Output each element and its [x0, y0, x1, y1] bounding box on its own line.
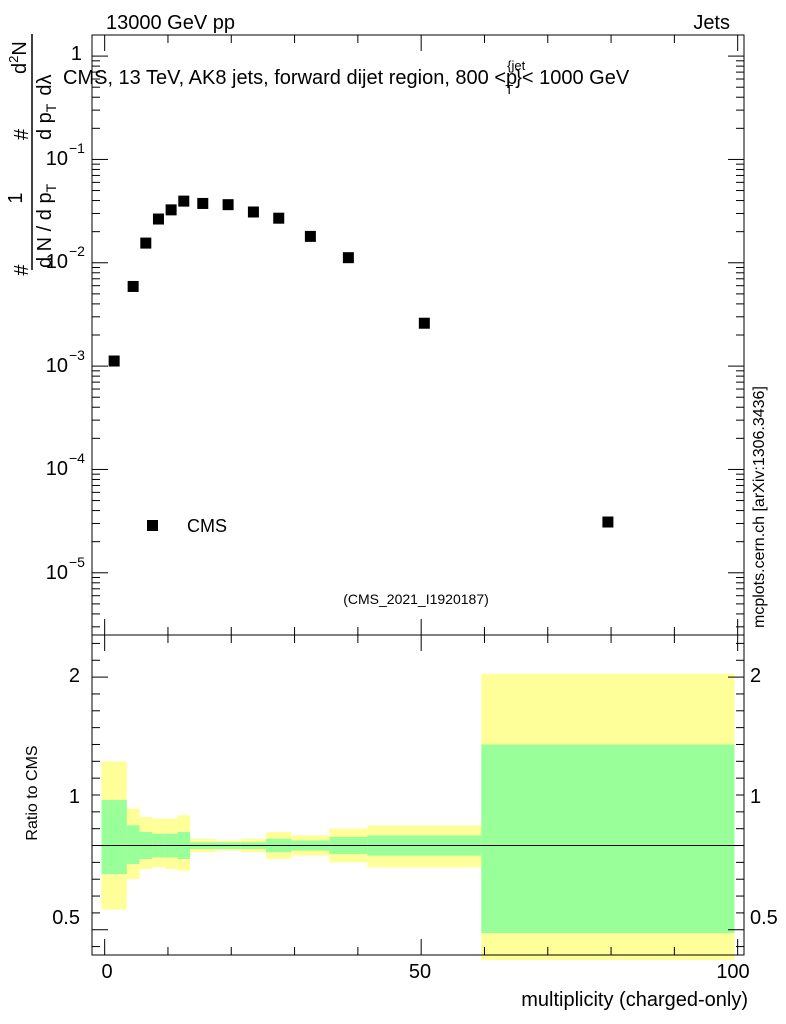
x-tick-label-50: 50 — [409, 961, 431, 983]
main-x-ticks — [104, 35, 739, 635]
analysis-watermark: (CMS_2021_I1920187) — [343, 591, 489, 607]
ratio-x-ticks — [104, 635, 739, 955]
x-tick-label-0: 0 — [101, 961, 112, 983]
ratio-band-green-1 — [126, 825, 140, 865]
header-left-label: 13000 GeV pp — [106, 12, 235, 34]
y-tick-label-1e-4: 10 — [46, 458, 68, 480]
y-tick-exp-1e-2: −2 — [69, 243, 85, 259]
main-title: CMS, 13 TeV, AK8 jets, forward dijet reg… — [63, 58, 630, 97]
ratio-y-axis-label: Ratio to CMS — [24, 745, 41, 840]
ylabel-denominator: d N / d pT — [34, 183, 59, 268]
ratio-y-ticks — [92, 642, 744, 948]
ratio-tick-label-2: 2 — [69, 665, 80, 687]
y-tick-label-1e-5: 10 — [46, 562, 68, 584]
y-tick-exp-1e-5: −5 — [69, 554, 85, 570]
ylabel-numerator: d2N — [6, 41, 31, 74]
main-y-ticks — [92, 55, 744, 628]
main-plot-frame — [91, 34, 745, 636]
data-point-13 — [602, 516, 614, 528]
ratio-tick-label-0-5: 0.5 — [52, 907, 80, 929]
ratio-tick-label-right-2: 2 — [750, 665, 761, 687]
x-axis-label: multiplicity (charged-only) — [521, 989, 748, 1011]
y-tick-label-1e-1: 10 — [46, 148, 68, 170]
y-tick-exp-1e-1: −1 — [69, 140, 85, 156]
ratio-band-green-0 — [101, 800, 127, 875]
ratio-tick-label-right-1: 1 — [750, 786, 761, 808]
legend-marker — [147, 520, 158, 531]
data-point-0 — [108, 355, 120, 367]
ylabel-numerator-den: d pTdλ — [34, 75, 59, 141]
ratio-tick-label-1: 1 — [69, 786, 80, 808]
ratio-bands — [101, 673, 735, 961]
data-point-5 — [178, 195, 190, 207]
data-point-11 — [342, 252, 354, 264]
y-tick-label-1e-2: 10 — [46, 251, 68, 273]
y-tick-label-1: 1 — [71, 43, 82, 65]
ylabel-numerator-hash: # — [11, 128, 33, 140]
data-point-1 — [127, 280, 139, 292]
data-point-3 — [152, 213, 164, 225]
y-tick-label-1e-3: 10 — [46, 355, 68, 377]
ylabel-one: 1 — [5, 192, 27, 203]
y-tick-exp-1e-3: −3 — [69, 347, 85, 363]
ylabel-hash-top: # — [11, 264, 33, 276]
data-markers — [108, 195, 614, 528]
y-tick-exp-1e-4: −4 — [69, 450, 85, 466]
ratio-band-green-13 — [481, 744, 735, 934]
main-y-axis-label: # 1 d N / d pT # d2N d pTdλ — [5, 34, 59, 276]
header-right-label: Jets — [693, 12, 730, 34]
data-point-12 — [418, 317, 430, 329]
legend-label: CMS — [187, 516, 227, 536]
side-url-label: mcplots.cern.ch [arXiv:1306.3436] — [751, 386, 768, 628]
ratio-tick-label-right-0-5: 0.5 — [750, 907, 778, 929]
data-point-4 — [165, 204, 177, 216]
data-point-8 — [247, 206, 259, 218]
data-point-6 — [197, 197, 209, 209]
data-point-10 — [304, 230, 316, 242]
data-point-9 — [273, 212, 285, 224]
x-tick-label-100: 100 — [716, 961, 749, 983]
data-point-7 — [222, 199, 234, 211]
data-point-2 — [140, 237, 152, 249]
